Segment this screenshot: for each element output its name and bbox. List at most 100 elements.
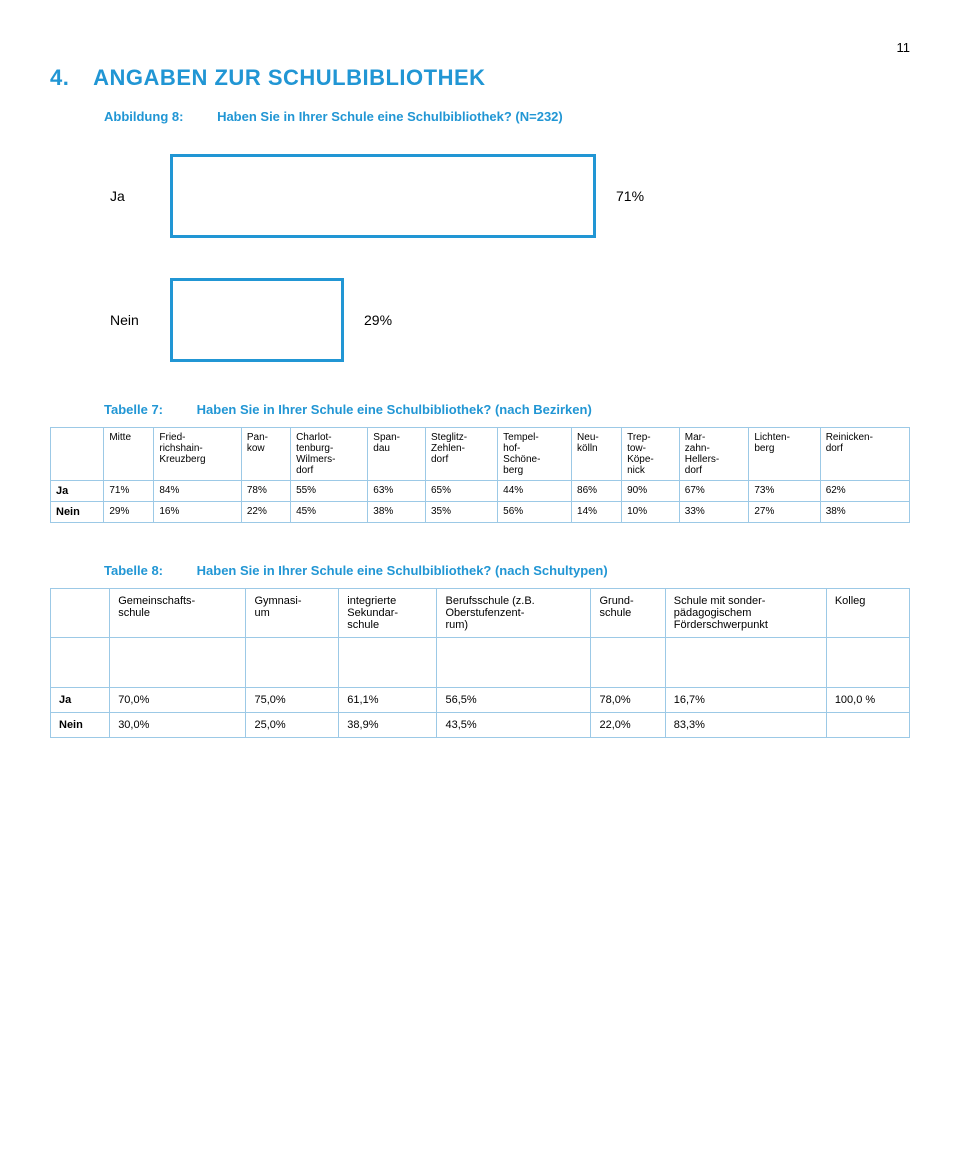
- table-header-cell: Neu-kölln: [572, 428, 622, 481]
- table8-text: Haben Sie in Ihrer Schule eine Schulbibl…: [197, 563, 608, 578]
- bar-chart: Ja71%Nein29%: [110, 154, 830, 362]
- table-cell: 84%: [154, 481, 242, 502]
- table-header-cell: Span-dau: [368, 428, 426, 481]
- table-cell: 75,0%: [246, 688, 339, 713]
- table-cell: 78%: [241, 481, 290, 502]
- table-row: Nein29%16%22%45%38%35%56%14%10%33%27%38%: [51, 502, 910, 523]
- table-cell: 55%: [291, 481, 368, 502]
- table-cell: 65%: [426, 481, 498, 502]
- table-gap-cell: [437, 638, 591, 688]
- table-row-head: Nein: [51, 502, 104, 523]
- table-cell: 38%: [368, 502, 426, 523]
- table-header-cell: Schule mit sonder-pädagogischemFördersch…: [665, 589, 826, 638]
- table-header-cell: Tempel-hof-Schöne-berg: [498, 428, 572, 481]
- figure8-text: Haben Sie in Ihrer Schule eine Schulbibl…: [217, 109, 563, 124]
- table-cell: 83,3%: [665, 713, 826, 738]
- table8: Gemeinschafts-schuleGymnasi-umintegriert…: [50, 588, 910, 738]
- table-header-cell: Gymnasi-um: [246, 589, 339, 638]
- table-cell: 38,9%: [339, 713, 437, 738]
- heading-text: ANGABEN ZUR SCHULBIBLIOTHEK: [93, 65, 485, 90]
- bar-label: Nein: [110, 312, 170, 328]
- table-cell: 73%: [749, 481, 820, 502]
- bar: [170, 278, 344, 362]
- table-header-cell: Mar-zahn-Hellers-dorf: [679, 428, 749, 481]
- table-header-cell: Mitte: [104, 428, 154, 481]
- table-cell: [826, 713, 909, 738]
- table-cell: 29%: [104, 502, 154, 523]
- table-gap-cell: [826, 638, 909, 688]
- table-row-head: Ja: [51, 688, 110, 713]
- table-header-cell: Lichten-berg: [749, 428, 820, 481]
- table-cell: 56%: [498, 502, 572, 523]
- bar-label: Ja: [110, 188, 170, 204]
- table-gap-cell: [246, 638, 339, 688]
- table-cell: 70,0%: [110, 688, 246, 713]
- table-header-cell: [51, 428, 104, 481]
- page-number: 11: [50, 40, 910, 55]
- table-header-cell: Gemeinschafts-schule: [110, 589, 246, 638]
- figure8-label: Abbildung 8:: [104, 109, 183, 124]
- bar-track: 71%: [170, 154, 596, 238]
- table-cell: 44%: [498, 481, 572, 502]
- table7-caption: Tabelle 7: Haben Sie in Ihrer Schule ein…: [104, 402, 910, 417]
- table-cell: 35%: [426, 502, 498, 523]
- table7-text: Haben Sie in Ihrer Schule eine Schulbibl…: [197, 402, 592, 417]
- table-cell: 22%: [241, 502, 290, 523]
- table-header-cell: Steglitz-Zehlen-dorf: [426, 428, 498, 481]
- table-cell: 22,0%: [591, 713, 665, 738]
- table-gap-cell: [51, 638, 110, 688]
- table-row: Nein30,0%25,0%38,9%43,5%22,0%83,3%: [51, 713, 910, 738]
- table-header-cell: [51, 589, 110, 638]
- table8-label: Tabelle 8:: [104, 563, 163, 578]
- bar: [170, 154, 596, 238]
- table-cell: 61,1%: [339, 688, 437, 713]
- table-cell: 16%: [154, 502, 242, 523]
- table-cell: 33%: [679, 502, 749, 523]
- table-header-cell: Grund-schule: [591, 589, 665, 638]
- table-header-cell: Berufsschule (z.B.Oberstufenzent-rum): [437, 589, 591, 638]
- figure8-caption: Abbildung 8: Haben Sie in Ihrer Schule e…: [104, 109, 910, 124]
- table-header-cell: Reinicken-dorf: [820, 428, 909, 481]
- table-cell: 25,0%: [246, 713, 339, 738]
- table-cell: 14%: [572, 502, 622, 523]
- bar-value: 71%: [616, 188, 644, 204]
- table-header-cell: Kolleg: [826, 589, 909, 638]
- bar-track: 29%: [170, 278, 344, 362]
- table-cell: 45%: [291, 502, 368, 523]
- table-row-head: Ja: [51, 481, 104, 502]
- table-header-cell: Pan-kow: [241, 428, 290, 481]
- table-cell: 62%: [820, 481, 909, 502]
- table-cell: 86%: [572, 481, 622, 502]
- bar-row: Nein29%: [110, 278, 830, 362]
- table-cell: 71%: [104, 481, 154, 502]
- table-cell: 10%: [622, 502, 680, 523]
- table-cell: 90%: [622, 481, 680, 502]
- table-cell: 78,0%: [591, 688, 665, 713]
- table-cell: 56,5%: [437, 688, 591, 713]
- table-gap-cell: [591, 638, 665, 688]
- table-gap-cell: [110, 638, 246, 688]
- table-header-cell: integrierteSekundar-schule: [339, 589, 437, 638]
- table-cell: 16,7%: [665, 688, 826, 713]
- table8-caption: Tabelle 8: Haben Sie in Ihrer Schule ein…: [104, 563, 910, 578]
- table-gap-cell: [339, 638, 437, 688]
- section-heading: 4. ANGABEN ZUR SCHULBIBLIOTHEK: [50, 65, 910, 91]
- table-row: Ja71%84%78%55%63%65%44%86%90%67%73%62%: [51, 481, 910, 502]
- table-row-head: Nein: [51, 713, 110, 738]
- bar-value: 29%: [364, 312, 392, 328]
- table-header-cell: Trep-tow-Köpe-nick: [622, 428, 680, 481]
- table7: MitteFried-richshain-KreuzbergPan-kowCha…: [50, 427, 910, 523]
- table-cell: 63%: [368, 481, 426, 502]
- bar-row: Ja71%: [110, 154, 830, 238]
- table-row: Ja70,0%75,0%61,1%56,5%78,0%16,7%100,0 %: [51, 688, 910, 713]
- table-cell: 27%: [749, 502, 820, 523]
- table-header-cell: Fried-richshain-Kreuzberg: [154, 428, 242, 481]
- table-cell: 100,0 %: [826, 688, 909, 713]
- table-cell: 43,5%: [437, 713, 591, 738]
- table-header-cell: Charlot-tenburg-Wilmers-dorf: [291, 428, 368, 481]
- table-cell: 30,0%: [110, 713, 246, 738]
- table-gap-cell: [665, 638, 826, 688]
- heading-number: 4.: [50, 65, 69, 91]
- table-cell: 38%: [820, 502, 909, 523]
- table7-label: Tabelle 7:: [104, 402, 163, 417]
